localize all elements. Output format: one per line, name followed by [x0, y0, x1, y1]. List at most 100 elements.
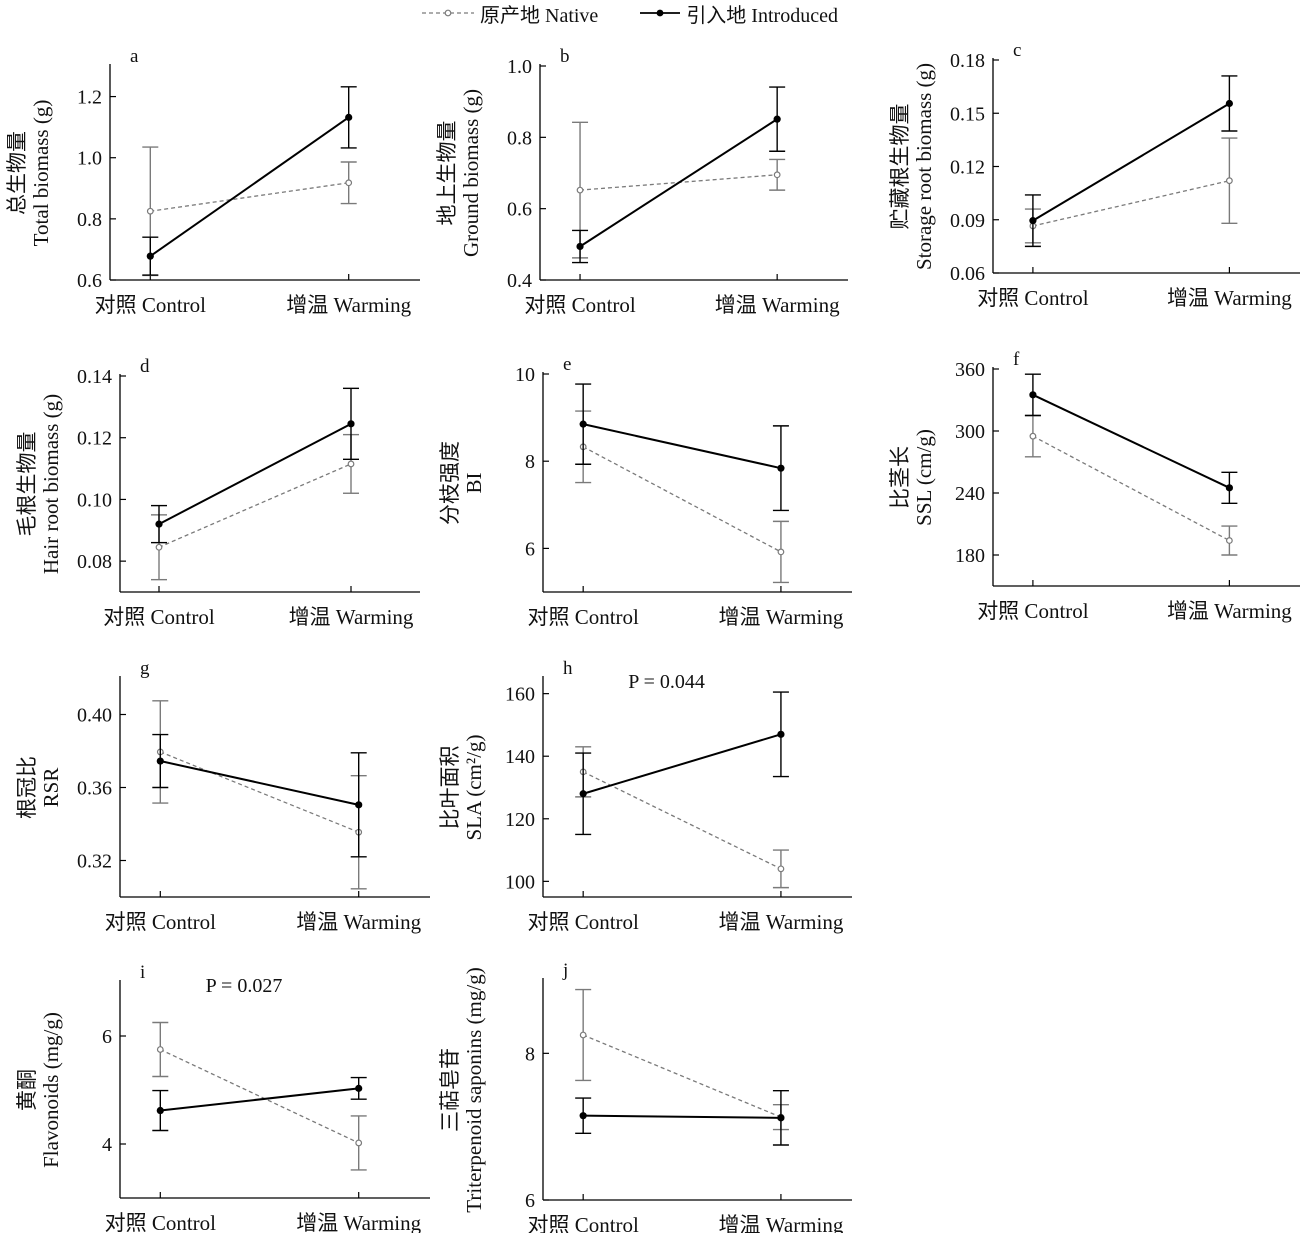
- y-tick-label: 140: [505, 746, 535, 768]
- panel-e: 6 8 10 对照 Control 增温 Warming e 分枝强度BI: [438, 354, 852, 629]
- legend-introduced-marker: [640, 9, 681, 17]
- panel-letter: j: [562, 960, 568, 981]
- series-introduced: [151, 387, 359, 544]
- x-tick-label: 增温 Warming: [1167, 599, 1292, 623]
- legend-introduced: 引入地 Introduced: [638, 0, 838, 28]
- data-point: [1029, 432, 1037, 440]
- y-tick-label: 100: [505, 871, 535, 893]
- panel-b: 0.4 0.6 0.8 1.0 对照 Control 增温 Warming b 地上生物量Gr…: [435, 46, 848, 317]
- y-tick-label: 8: [525, 1043, 535, 1065]
- series-native: [1024, 414, 1238, 556]
- panel-j: 6 8 对照 Control 增温 Warming j 三萜皂苷Triterpenoid …: [438, 960, 852, 1233]
- data-point: [347, 460, 355, 468]
- panel-h: 100 120 140 160 对照 Control 增温 Warming h P = 0.0…: [438, 658, 852, 934]
- series-line: [160, 1087, 359, 1112]
- panel-f: 180 240 300 360 对照 Control 增温 Warming f 比茎长SSL …: [888, 349, 1300, 623]
- data-point: [355, 1139, 363, 1147]
- x-tick-label: 增温 Warming: [718, 1213, 843, 1233]
- y-axis-label-cn: 比茎长: [888, 446, 912, 509]
- y-axis-label: 比茎长SSL (cm/g): [888, 429, 936, 526]
- series-introduced: [575, 383, 789, 512]
- data-point: [777, 548, 785, 556]
- y-axis-label-en: SSL (cm/g): [912, 429, 936, 526]
- legend: 原产地 Native 引入地 Introduced: [420, 0, 878, 28]
- series-line: [582, 771, 782, 870]
- data-point: [576, 186, 584, 194]
- series-native: [575, 410, 789, 584]
- legend-native: 原产地 Native: [420, 0, 598, 28]
- y-axis-label: 三萜皂苷Triterpenoid saponins (mg/g): [438, 967, 486, 1212]
- series-line: [149, 116, 350, 257]
- series-line: [582, 446, 782, 553]
- panel-c: 0.06 0.09 0.12 0.15 0.18 对照 Control 增温 Warming…: [888, 40, 1300, 310]
- y-tick-label: 0.40: [77, 705, 112, 727]
- y-tick-label: 120: [505, 809, 535, 831]
- data-point: [773, 171, 781, 179]
- series-introduced: [1024, 75, 1238, 248]
- data-point: [1029, 217, 1037, 225]
- y-axis-label-en: SLA (cm²/g): [462, 734, 486, 840]
- x-tick-label: 增温 Warming: [1167, 286, 1292, 310]
- y-tick-label: 1.0: [77, 148, 102, 170]
- data-point: [579, 790, 587, 798]
- data-point: [345, 113, 353, 121]
- data-point: [347, 420, 355, 428]
- series-line: [1032, 102, 1230, 222]
- y-axis-label: 地上生物量Ground biomass (g): [435, 89, 483, 257]
- data-point: [1225, 99, 1233, 108]
- data-point: [1029, 391, 1037, 399]
- series-introduced: [575, 1090, 789, 1146]
- data-point: [355, 1084, 363, 1092]
- x-tick-label: 增温 Warming: [289, 605, 414, 629]
- y-tick-label: 1.0: [507, 56, 532, 78]
- x-tick-label: 增温 Warming: [718, 605, 843, 629]
- series-line: [1032, 180, 1230, 227]
- x-tick-label: 对照 Control: [977, 599, 1089, 623]
- data-point: [579, 1112, 587, 1120]
- y-tick-label: 0.12: [77, 428, 112, 450]
- y-axis-label-en: Triterpenoid saponins (mg/g): [462, 967, 486, 1212]
- panel-letter: b: [560, 46, 570, 67]
- series-native: [152, 1021, 367, 1171]
- series-line: [160, 760, 359, 806]
- y-axis-label: 贮藏根生物量Storage root biomass (g): [888, 63, 936, 270]
- x-tick-label: 对照 Control: [105, 1211, 217, 1233]
- x-tick-label: 增温 Warming: [296, 1211, 421, 1233]
- data-point: [345, 179, 353, 187]
- x-tick-label: 增温 Warming: [296, 910, 421, 934]
- y-axis-label: 毛根生物量Hair root biomass (g): [15, 394, 63, 574]
- series-line: [582, 1034, 782, 1118]
- data-point: [155, 543, 163, 551]
- x-tick-label: 对照 Control: [103, 605, 215, 629]
- data-point: [777, 865, 785, 873]
- y-tick-label: 0.4: [507, 270, 532, 292]
- x-tick-label: 增温 Warming: [286, 293, 411, 317]
- y-axis-label: 根冠比RSR: [15, 756, 63, 819]
- series-introduced: [142, 86, 357, 276]
- data-point: [579, 1031, 587, 1039]
- data-point: [156, 1046, 164, 1053]
- series-line: [583, 1114, 781, 1119]
- x-tick-label: 对照 Control: [524, 293, 636, 317]
- data-point: [156, 757, 164, 765]
- series-line: [582, 733, 782, 795]
- y-tick-label: 6: [525, 538, 535, 560]
- panel-letter: d: [140, 356, 150, 377]
- data-point: [155, 520, 163, 528]
- y-axis-label-en: Total biomass (g): [29, 100, 53, 247]
- y-axis-label-en: Storage root biomass (g): [912, 63, 936, 270]
- x-tick-label: 对照 Control: [527, 1213, 639, 1233]
- panel-letter: h: [563, 658, 573, 679]
- y-tick-label: 0.32: [77, 851, 112, 873]
- data-point: [777, 730, 785, 738]
- y-tick-label: 10: [515, 364, 535, 386]
- y-tick-label: 0.8: [77, 209, 102, 231]
- y-axis-label-cn: 毛根生物量: [15, 432, 39, 537]
- y-tick-label: 0.08: [77, 551, 112, 573]
- y-tick-label: 6: [102, 1026, 112, 1048]
- p-value-annotation: P = 0.044: [628, 671, 705, 693]
- series-introduced: [575, 691, 789, 836]
- y-tick-label: 0.09: [950, 210, 985, 232]
- y-tick-label: 0.36: [77, 778, 112, 800]
- series-line: [150, 182, 349, 212]
